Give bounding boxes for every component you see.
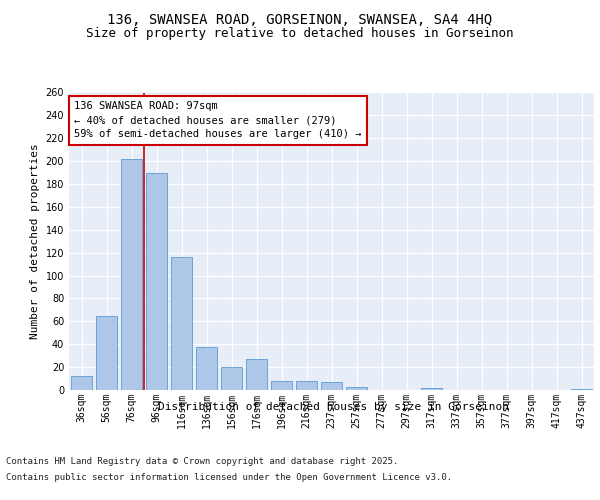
- Bar: [421, 388, 442, 390]
- Bar: [171, 258, 192, 390]
- Bar: [271, 381, 292, 390]
- Bar: [121, 159, 142, 390]
- Bar: [96, 316, 117, 390]
- Text: 136, SWANSEA ROAD, GORSEINON, SWANSEA, SA4 4HQ: 136, SWANSEA ROAD, GORSEINON, SWANSEA, S…: [107, 12, 493, 26]
- Bar: [321, 382, 342, 390]
- Text: Contains public sector information licensed under the Open Government Licence v3: Contains public sector information licen…: [6, 472, 452, 482]
- Y-axis label: Number of detached properties: Number of detached properties: [30, 144, 40, 339]
- Bar: [146, 172, 167, 390]
- Text: Contains HM Land Registry data © Crown copyright and database right 2025.: Contains HM Land Registry data © Crown c…: [6, 458, 398, 466]
- Bar: [71, 376, 92, 390]
- Bar: [196, 346, 217, 390]
- Text: 136 SWANSEA ROAD: 97sqm
← 40% of detached houses are smaller (279)
59% of semi-d: 136 SWANSEA ROAD: 97sqm ← 40% of detache…: [74, 102, 362, 140]
- Bar: [221, 367, 242, 390]
- Text: Size of property relative to detached houses in Gorseinon: Size of property relative to detached ho…: [86, 28, 514, 40]
- Bar: [346, 386, 367, 390]
- Bar: [246, 359, 267, 390]
- Text: Distribution of detached houses by size in Gorseinon: Distribution of detached houses by size …: [158, 402, 509, 412]
- Bar: [571, 389, 592, 390]
- Bar: [296, 381, 317, 390]
